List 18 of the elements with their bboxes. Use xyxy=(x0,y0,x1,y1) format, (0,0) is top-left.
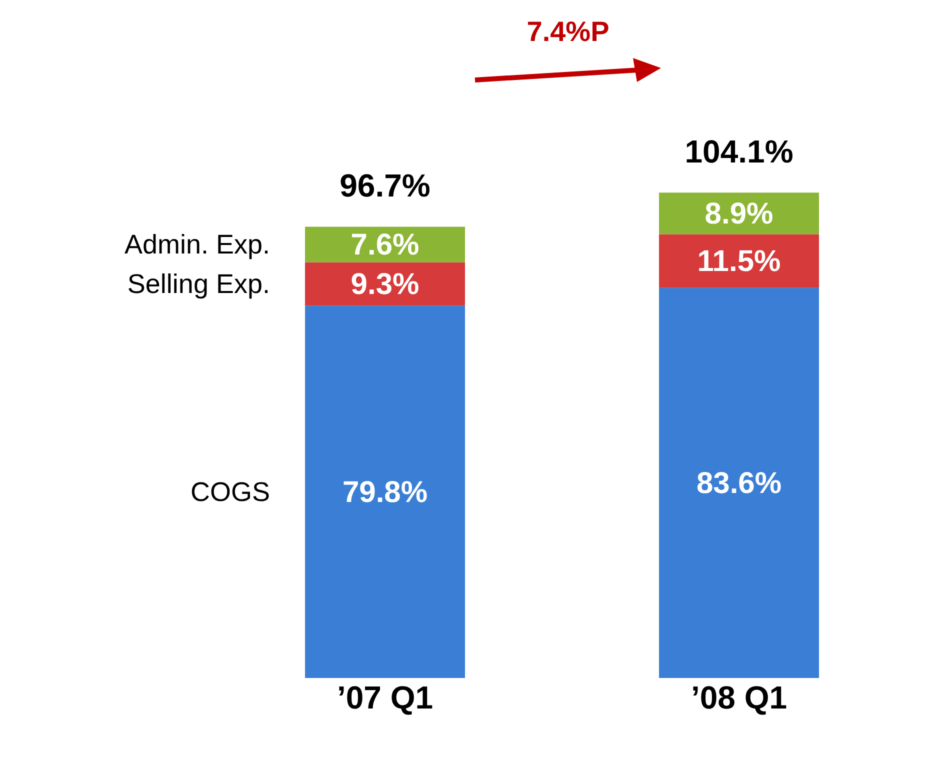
bar xyxy=(305,306,465,678)
data-label: 8.9% xyxy=(704,197,774,230)
x-tick-label: ’07 Q1 xyxy=(336,680,434,716)
bar xyxy=(305,262,465,306)
total-label: 96.7% xyxy=(340,168,430,204)
x-tick-label: ’08 Q1 xyxy=(690,680,788,716)
series-label: Admin. Exp. xyxy=(124,229,270,260)
data-label: 83.6% xyxy=(696,466,782,500)
data-label: 11.5% xyxy=(697,245,781,278)
bar xyxy=(659,234,819,288)
data-label: 9.3% xyxy=(350,268,420,301)
total-label: 104.1% xyxy=(684,134,794,170)
bar xyxy=(659,288,819,678)
series-label: COGS xyxy=(190,476,270,507)
data-label: 7.6% xyxy=(350,228,420,262)
text: 7.4%P xyxy=(526,16,610,48)
series-label: Selling Exp. xyxy=(127,268,270,299)
data-label: 79.8% xyxy=(342,476,428,509)
